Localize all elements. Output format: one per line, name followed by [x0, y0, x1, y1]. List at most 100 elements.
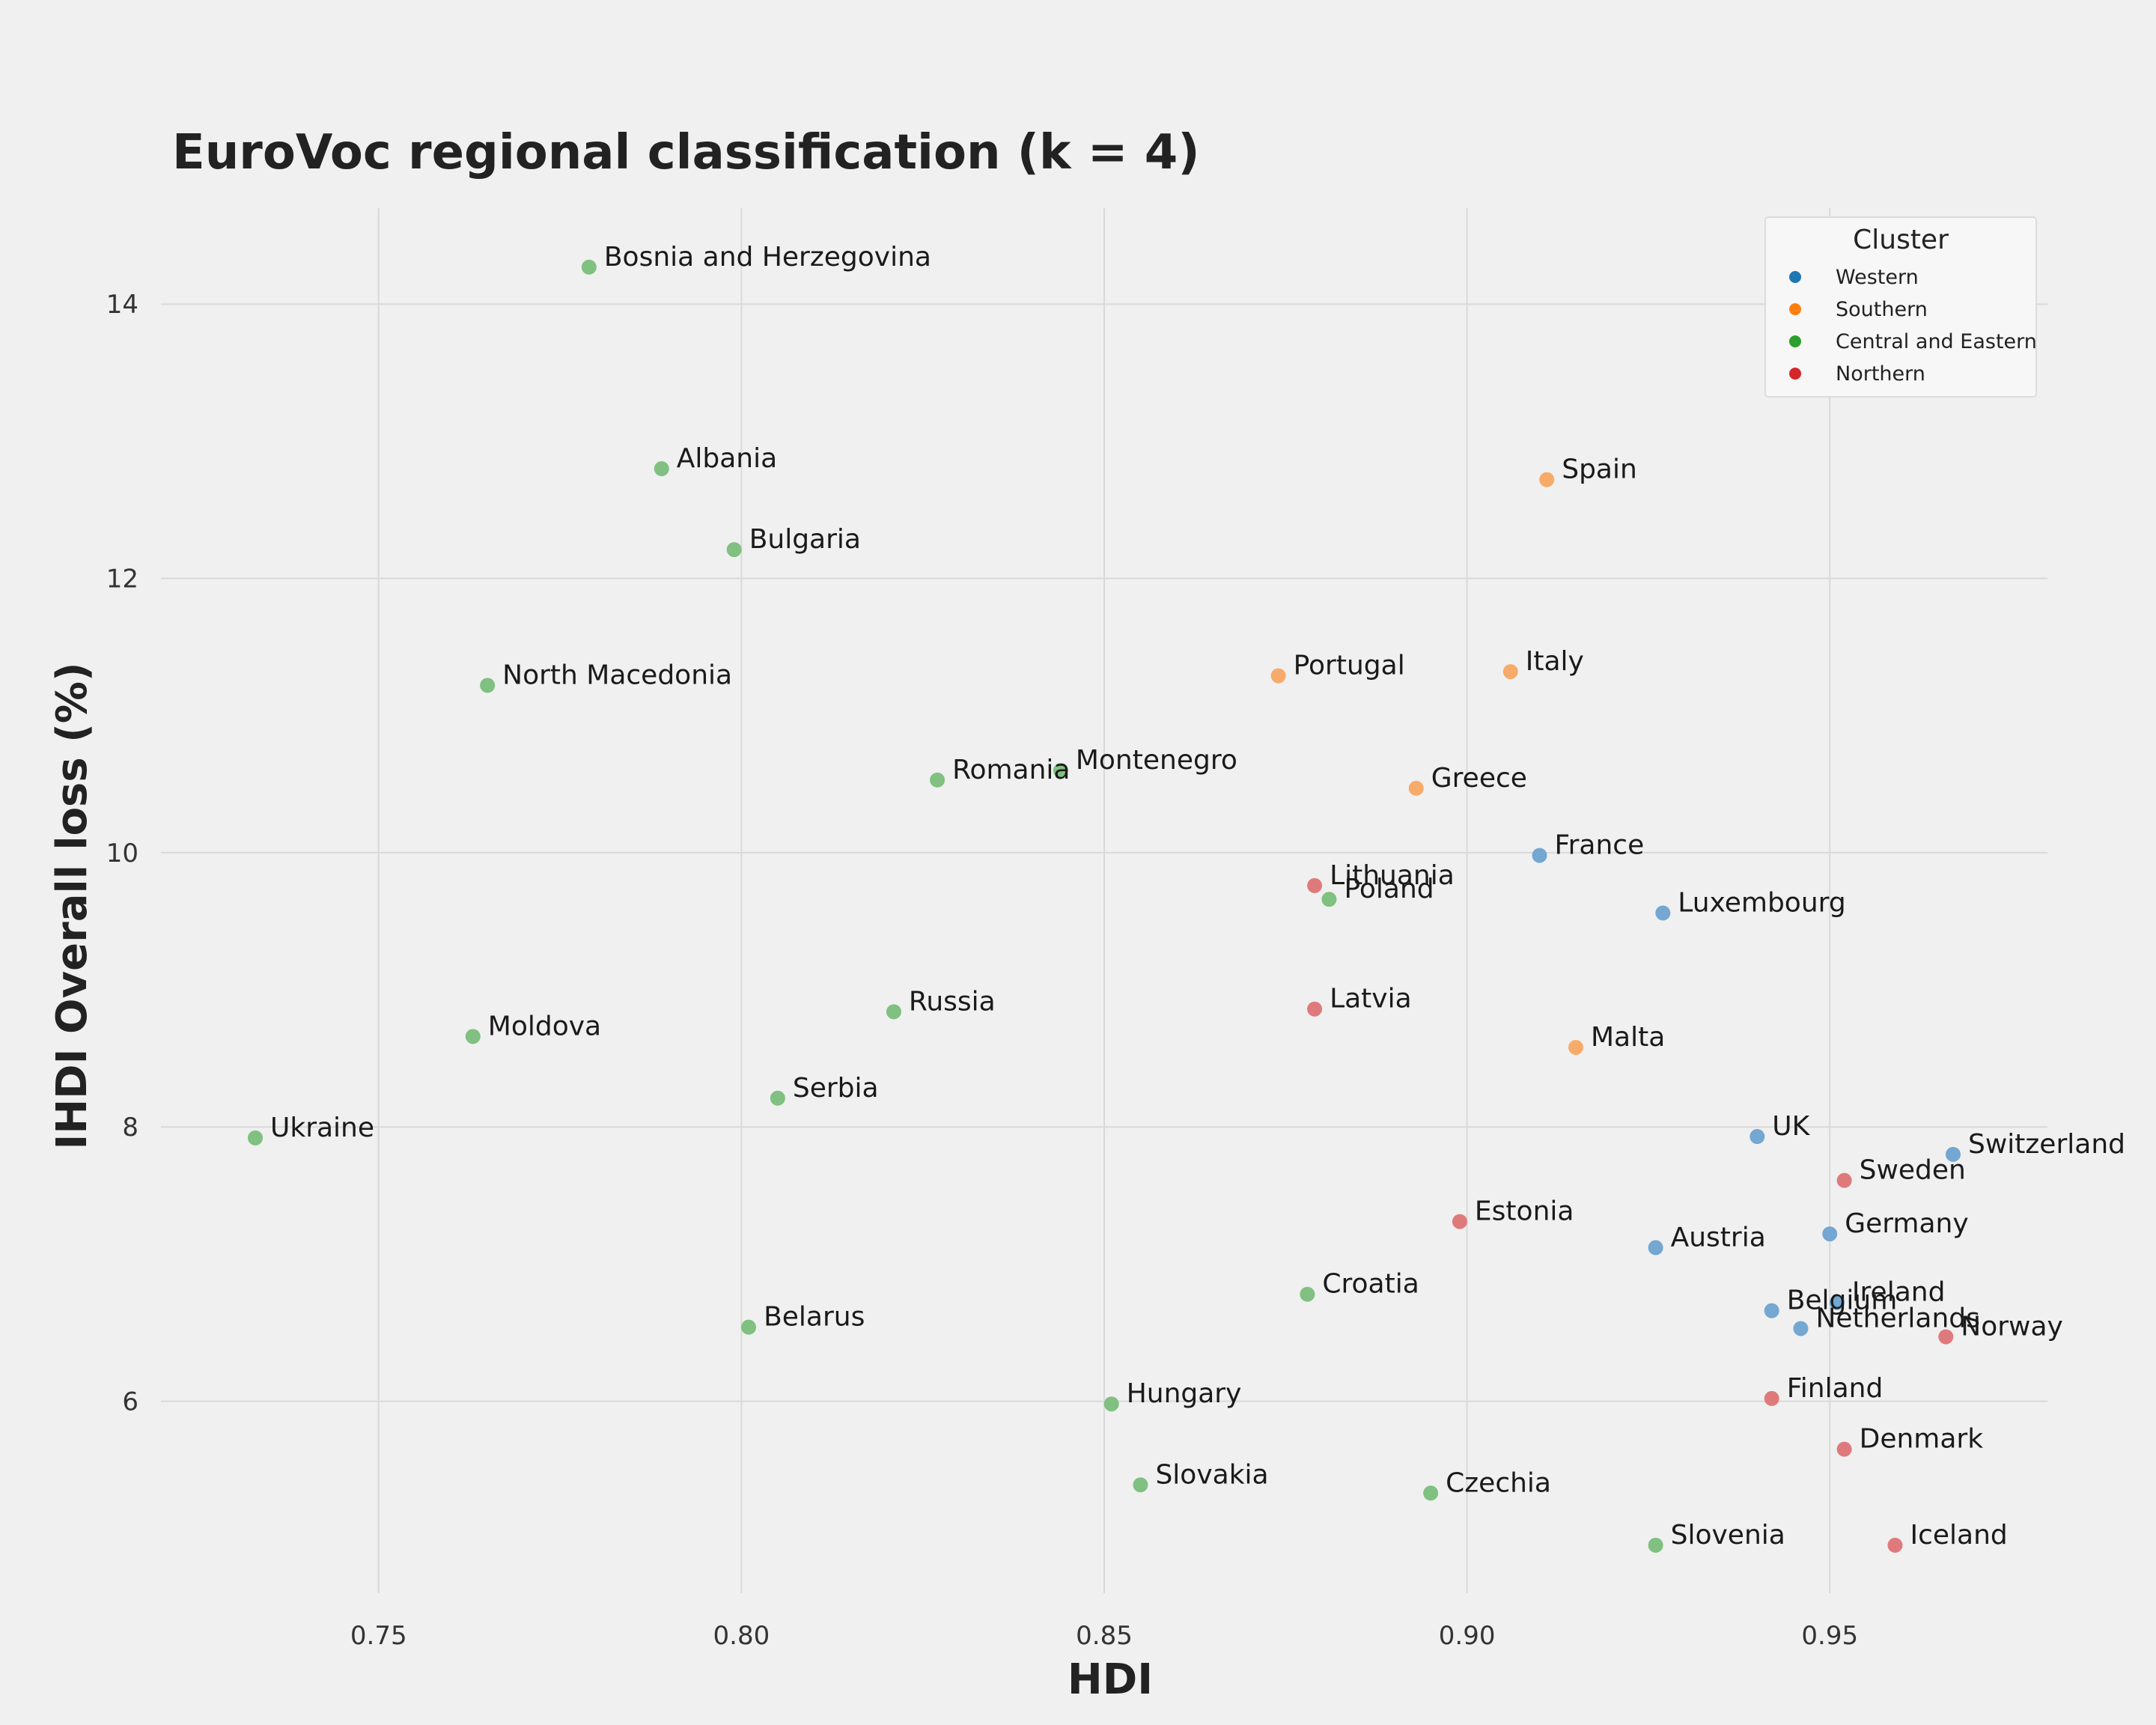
legend-marker-northern — [1789, 368, 1801, 380]
point-label-czechia: Czechia — [1446, 1467, 1551, 1498]
data-point-montenegro — [1053, 762, 1068, 778]
data-point-romania — [930, 772, 945, 788]
data-point-france — [1532, 848, 1547, 863]
chart-title: EuroVoc regional classification (k = 4) — [172, 125, 1200, 180]
data-point-iceland — [1887, 1537, 1903, 1553]
point-label-belgium: Belgium — [1787, 1286, 1898, 1316]
data-point-belgium — [1764, 1303, 1779, 1318]
data-point-albania — [654, 461, 669, 477]
x-tick-label: 0.85 — [1076, 1621, 1133, 1651]
axis-ticks: 0.75 0.80 0.85 0.90 0.95 6 8 10 12 14 — [106, 290, 1858, 1651]
y-tick-label: 8 — [122, 1113, 138, 1143]
legend-entries: Western Southern Central and Eastern Northe… — [1789, 266, 2037, 386]
point-label-lithuania: Lithuania — [1330, 860, 1455, 891]
y-tick-label: 10 — [106, 839, 138, 868]
data-point-hungary — [1103, 1396, 1119, 1412]
point-label-norway: Norway — [1961, 1311, 2063, 1342]
x-tick-label: 0.95 — [1801, 1621, 1858, 1651]
point-label-croatia: Croatia — [1322, 1269, 1419, 1300]
point-label-france: France — [1555, 830, 1645, 861]
data-point-latvia — [1307, 1001, 1323, 1017]
point-label-slovenia: Slovenia — [1671, 1520, 1785, 1551]
point-label-russia: Russia — [909, 986, 996, 1017]
point-label-poland: Poland — [1344, 874, 1434, 904]
data-point-belarus — [741, 1319, 757, 1335]
x-tick-label: 0.80 — [713, 1621, 770, 1651]
data-point-serbia — [770, 1090, 785, 1106]
x-tick-label: 0.75 — [350, 1621, 407, 1651]
legend-label-western: Western — [1836, 266, 1919, 289]
x-axis-label: HDI — [1068, 1655, 1153, 1704]
point-label-germany: Germany — [1845, 1208, 1968, 1239]
grid — [161, 208, 2047, 1593]
point-labels: France Luxembourg UK Switzerland Germany Aust… — [270, 242, 2125, 1551]
point-label-moldova: Moldova — [488, 1011, 601, 1041]
point-label-netherlands: Netherlands — [1815, 1303, 1979, 1333]
data-point-italy — [1502, 664, 1518, 680]
data-point-greece — [1408, 780, 1424, 796]
point-label-ukraine: Ukraine — [270, 1113, 374, 1143]
data-point-sweden — [1836, 1172, 1852, 1188]
point-label-bosnia-and-herzegovina: Bosnia and Herzegovina — [604, 242, 931, 273]
point-label-iceland: Iceland — [1910, 1520, 2007, 1551]
legend-marker-western — [1789, 271, 1801, 283]
point-label-bulgaria: Bulgaria — [749, 524, 861, 555]
point-label-sweden: Sweden — [1860, 1155, 1966, 1186]
y-tick-label: 12 — [106, 565, 138, 594]
data-point-ukraine — [248, 1130, 263, 1146]
data-point-austria — [1648, 1240, 1663, 1256]
data-point-netherlands — [1793, 1321, 1809, 1336]
data-point-luxembourg — [1655, 905, 1671, 921]
data-point-north-macedonia — [480, 678, 496, 693]
point-label-hungary: Hungary — [1127, 1378, 1242, 1409]
point-label-slovakia: Slovakia — [1155, 1459, 1268, 1490]
legend-marker-central-and-eastern — [1789, 335, 1801, 347]
data-point-spain — [1539, 472, 1555, 487]
data-point-poland — [1321, 892, 1337, 907]
data-point-malta — [1568, 1039, 1583, 1055]
point-label-latvia: Latvia — [1330, 984, 1412, 1014]
point-label-finland: Finland — [1787, 1373, 1884, 1404]
point-label-romania: Romania — [952, 755, 1070, 785]
y-tick-label: 14 — [106, 290, 138, 320]
point-label-serbia: Serbia — [793, 1073, 879, 1104]
point-label-estonia: Estonia — [1475, 1196, 1574, 1227]
legend-marker-southern — [1789, 303, 1801, 315]
point-label-spain: Spain — [1562, 454, 1637, 485]
data-point-bulgaria — [726, 542, 742, 558]
legend-label-northern: Northern — [1836, 362, 1925, 386]
data-point-finland — [1764, 1390, 1779, 1406]
data-point-portugal — [1270, 668, 1286, 684]
data-point-switzerland — [1946, 1146, 1961, 1162]
point-label-portugal: Portugal — [1294, 651, 1405, 681]
data-point-estonia — [1452, 1214, 1467, 1229]
point-label-denmark: Denmark — [1860, 1424, 1984, 1455]
legend-label-central-and-eastern: Central and Eastern — [1836, 330, 2037, 353]
point-label-austria: Austria — [1671, 1222, 1766, 1253]
point-label-greece: Greece — [1431, 763, 1527, 794]
data-point-slovenia — [1648, 1537, 1663, 1553]
y-tick-label: 6 — [122, 1387, 138, 1417]
data-point-russia — [886, 1004, 901, 1020]
legend-title: Cluster — [1853, 225, 1949, 255]
data-point-ireland — [1829, 1294, 1845, 1310]
data-point-bosnia-and-herzegovina — [581, 259, 597, 275]
data-point-croatia — [1300, 1286, 1315, 1302]
point-label-malta: Malta — [1591, 1022, 1665, 1053]
legend-label-southern: Southern — [1836, 298, 1928, 321]
data-points — [248, 259, 1961, 1553]
legend-box — [1764, 216, 2037, 398]
data-point-denmark — [1836, 1441, 1852, 1457]
data-point-lithuania — [1307, 877, 1323, 893]
x-tick-label: 0.90 — [1439, 1621, 1496, 1651]
point-label-luxembourg: Luxembourg — [1678, 887, 1845, 918]
point-label-montenegro: Montenegro — [1076, 745, 1237, 776]
data-point-norway — [1938, 1329, 1954, 1345]
data-point-slovakia — [1133, 1477, 1148, 1493]
data-point-uk — [1750, 1129, 1765, 1145]
point-label-ireland: Ireland — [1852, 1277, 1946, 1308]
point-label-italy: Italy — [1526, 646, 1584, 677]
data-point-moldova — [465, 1029, 481, 1044]
point-label-uk: UK — [1772, 1111, 1810, 1142]
